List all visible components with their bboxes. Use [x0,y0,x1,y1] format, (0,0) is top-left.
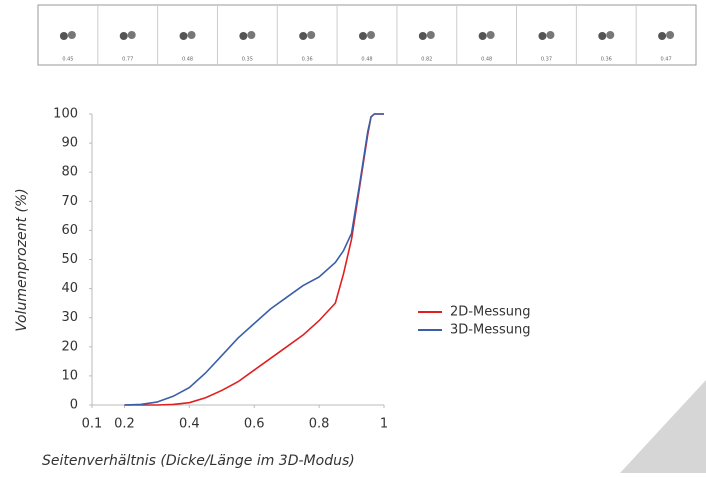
x-tick-label: 0.2 [114,417,135,432]
y-tick-label: 70 [61,194,78,209]
particle-label: 0.36 [601,57,612,63]
particle-icon [546,31,554,39]
y-tick-label: 40 [61,281,78,296]
particle-label: 0.48 [182,57,193,63]
particle-icon [419,32,427,40]
y-tick-label: 100 [53,107,78,122]
legend-label: 2D-Messung [450,305,530,320]
particle-icon [538,32,546,40]
particle-icon [247,31,255,39]
x-tick-label: 1 [380,417,388,432]
corner-decoration [620,380,706,473]
x-tick-label: 0.6 [244,417,265,432]
x-tick-label: 0.8 [309,417,330,432]
legend-label: 3D-Messung [450,323,530,338]
particle-icon [307,31,315,39]
x-tick-label: 0.4 [179,417,200,432]
particle-label: 0.37 [541,57,552,63]
y-tick-label: 80 [61,165,78,180]
particle-label: 0.48 [361,57,372,63]
particle-icon [128,31,136,39]
particle-icon [666,31,674,39]
particle-label: 0.35 [242,57,253,63]
x-axis-title: Seitenverhältnis (Dicke/Länge im 3D-Modu… [42,453,355,469]
particle-label: 0.47 [661,57,672,63]
particle-icon [479,32,487,40]
particle-icon [188,31,196,39]
y-tick-label: 20 [61,339,78,354]
particle-icon [239,32,247,40]
figure: Volumenprozent (%) Seitenverhältnis (Dic… [0,0,706,473]
particle-icon [299,32,307,40]
particle-label: 0.77 [122,57,133,63]
particle-icon [359,32,367,40]
line-series [124,114,384,405]
particle-icon [68,31,76,39]
particle-icon [120,32,128,40]
particle-icon [60,32,68,40]
line-series [124,114,384,405]
particle-icon [367,31,375,39]
particle-icon [487,31,495,39]
y-tick-label: 60 [61,223,78,238]
y-axis-title: Volumenprozent (%) [14,188,30,331]
y-tick-label: 0 [70,398,78,413]
y-tick-label: 50 [61,252,78,267]
x-tick-label: 0.1 [82,417,103,432]
particle-icon [606,31,614,39]
y-tick-label: 30 [61,310,78,325]
particle-label: 0.82 [421,57,432,63]
page: {"particles": [0.45, 0.77, 0.48, 0.35, 0… [0,0,706,477]
particle-label: 0.48 [481,57,492,63]
particle-icon [180,32,188,40]
particle-icon [598,32,606,40]
y-tick-label: 90 [61,136,78,151]
particle-label: 0.36 [302,57,313,63]
y-tick-label: 10 [61,368,78,383]
particle-icon [427,31,435,39]
particle-icon [658,32,666,40]
particle-label: 0.45 [62,57,73,63]
